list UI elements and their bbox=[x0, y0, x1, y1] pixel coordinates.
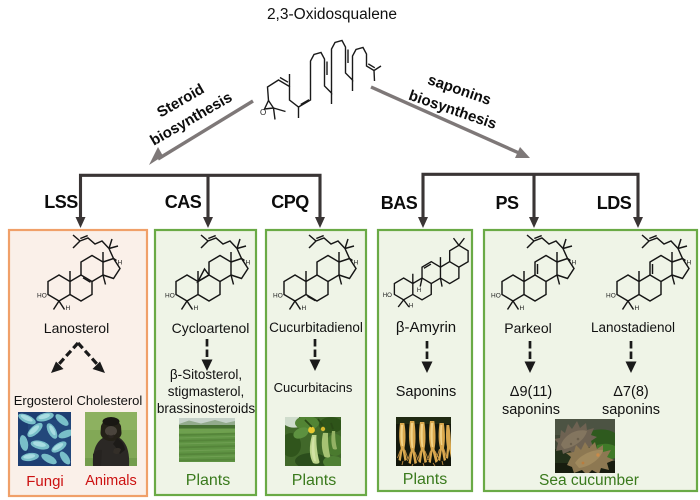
svg-text:O: O bbox=[260, 108, 266, 117]
